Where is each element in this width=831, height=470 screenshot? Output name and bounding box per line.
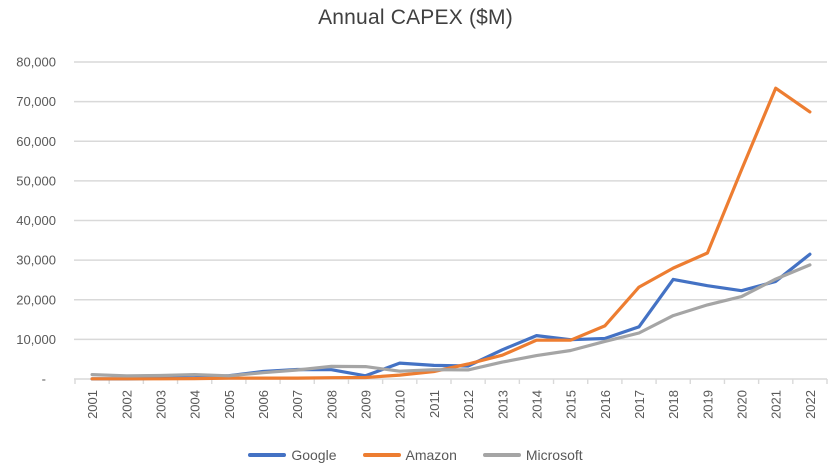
- x-axis-tick-label: 2009: [359, 390, 374, 419]
- x-axis-tick-label: 2006: [256, 390, 271, 419]
- x-axis-tick-label: 2017: [632, 390, 647, 419]
- y-axis-tick-label: 20,000: [16, 292, 56, 307]
- series-line-microsoft: [90, 263, 812, 378]
- x-axis-tick-label: 2019: [700, 390, 715, 419]
- series-line-google: [90, 252, 812, 381]
- legend-item-microsoft: Microsoft: [482, 447, 583, 463]
- x-axis-tick-label: 2013: [495, 390, 510, 419]
- legend-swatch-google: [248, 453, 287, 457]
- x-axis-tick-label: 2008: [324, 390, 339, 419]
- x-axis-tick-label: 2001: [85, 390, 100, 419]
- y-axis-tick-label: 40,000: [16, 213, 56, 228]
- x-axis-tick-label: 2007: [290, 390, 305, 419]
- y-axis-tick-label: 80,000: [16, 55, 56, 70]
- chart-legend: Google Amazon Microsoft: [0, 447, 831, 463]
- chart-title: Annual CAPEX ($M): [318, 6, 513, 29]
- x-axis-tick-label: 2010: [393, 390, 408, 419]
- x-axis-tick-label: 2002: [119, 390, 134, 419]
- x-axis-tick-label: 2003: [153, 390, 168, 419]
- legend-label: Google: [291, 447, 337, 463]
- y-axis-tick-label: 70,000: [16, 94, 56, 109]
- x-axis-tick-label: 2011: [427, 390, 442, 418]
- y-axis-tick-label: 60,000: [16, 134, 56, 149]
- x-axis-tick-label: 2015: [564, 390, 579, 419]
- x-axis-tick-label: 2005: [222, 390, 237, 419]
- x-axis-tick-label: 2018: [666, 390, 681, 419]
- x-axis-tick-label: 2022: [803, 390, 818, 419]
- y-axis-tick-label: 50,000: [16, 173, 56, 188]
- legend-item-google: Google: [248, 447, 337, 463]
- y-axis-tick-label: -: [42, 372, 46, 387]
- legend-label: Amazon: [405, 447, 457, 463]
- x-axis-tick-label: 2016: [598, 390, 613, 419]
- series-line-amazon: [90, 86, 812, 381]
- x-axis-tick-label: 2020: [735, 390, 750, 419]
- x-axis-tick-label: 2012: [461, 390, 476, 419]
- legend-item-amazon: Amazon: [362, 447, 457, 463]
- y-axis-tick-label: 30,000: [16, 253, 56, 268]
- y-axis-tick-label: 10,000: [16, 332, 56, 347]
- x-axis-tick-label: 2004: [188, 390, 203, 419]
- x-axis-tick-label: 2014: [529, 390, 544, 419]
- legend-label: Microsoft: [525, 447, 583, 463]
- x-axis-tick-label: 2021: [769, 390, 784, 419]
- legend-swatch-amazon: [362, 453, 401, 457]
- legend-swatch-microsoft: [482, 453, 521, 457]
